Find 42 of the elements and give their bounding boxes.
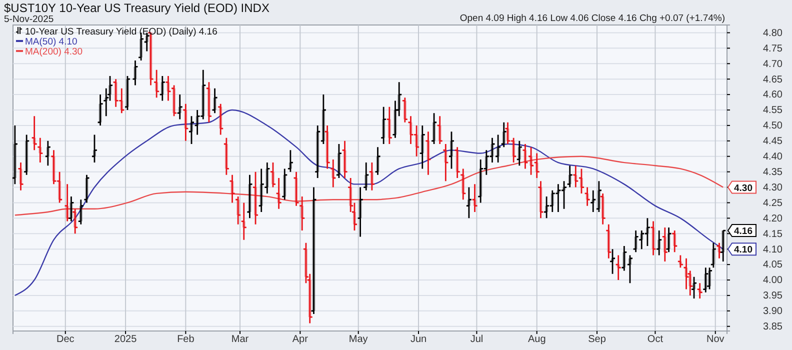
x-tick-label: Jul	[470, 334, 484, 345]
y-tick-label: 4.30	[763, 182, 783, 194]
text: Open 4.09 High 4.16 Low 4.06 Close 4.16 Chg +0.07 (+1.74%)	[460, 13, 725, 24]
x-tick-label: Dec	[56, 334, 74, 345]
x-tick-label: Oct	[647, 334, 664, 345]
y-tick-label: 3.90	[763, 306, 783, 318]
x-tick-label: Sep	[588, 334, 606, 345]
legend-label: MA(50) 4.10	[25, 36, 78, 48]
x-tick-label: Feb	[177, 334, 195, 345]
y-tick-label: 4.05	[763, 260, 783, 271]
x-tick-label: Mar	[231, 334, 250, 345]
y-tick-label: 4.60	[763, 90, 783, 101]
y-tick-label: 4.20	[763, 213, 783, 224]
y-tick-label: 3.85	[763, 322, 783, 333]
annotation: 4.16	[734, 226, 752, 238]
chart-title: $UST10Y 10-Year US Treasury Yield (EOD) INDX	[4, 1, 270, 15]
y-tick-label: 4.10	[763, 244, 783, 256]
x-tick-label: 2025	[114, 334, 138, 345]
y-tick-label: 4.55	[763, 105, 783, 116]
chart-subtitle: 5-Nov-2025	[4, 14, 54, 25]
legend-label: 10-Year US Treasury Yield (EOD) (Daily) 4.16	[25, 26, 218, 38]
y-tick-label: 4.75	[763, 43, 783, 54]
x-tick-label: Apr	[292, 334, 309, 345]
y-tick-label: 4.35	[763, 167, 783, 178]
y-tick-label: 3.95	[763, 290, 783, 302]
x-tick-label: Jun	[410, 334, 427, 345]
x-tick-label: May	[348, 334, 368, 345]
y-tick-label: 4.45	[763, 136, 783, 148]
annotation: 4.30	[734, 182, 752, 194]
x-tick-label: Nov	[706, 334, 724, 345]
line-series	[14, 109, 724, 296]
x-tick-label: Aug	[528, 334, 546, 345]
y-tick-label: 4.70	[763, 58, 783, 70]
y-tick-label: 4.80	[763, 28, 783, 39]
y-tick-label: 4.15	[763, 228, 783, 240]
y-tick-label: 4.00	[763, 275, 783, 286]
y-tick-label: 4.40	[763, 152, 783, 163]
y-tick-label: 4.25	[763, 198, 783, 209]
legend-label: MA(200) 4.30	[25, 46, 83, 58]
y-tick-label: 4.50	[763, 120, 783, 132]
annotation: 4.10	[734, 244, 752, 256]
y-tick-label: 4.65	[763, 74, 783, 86]
